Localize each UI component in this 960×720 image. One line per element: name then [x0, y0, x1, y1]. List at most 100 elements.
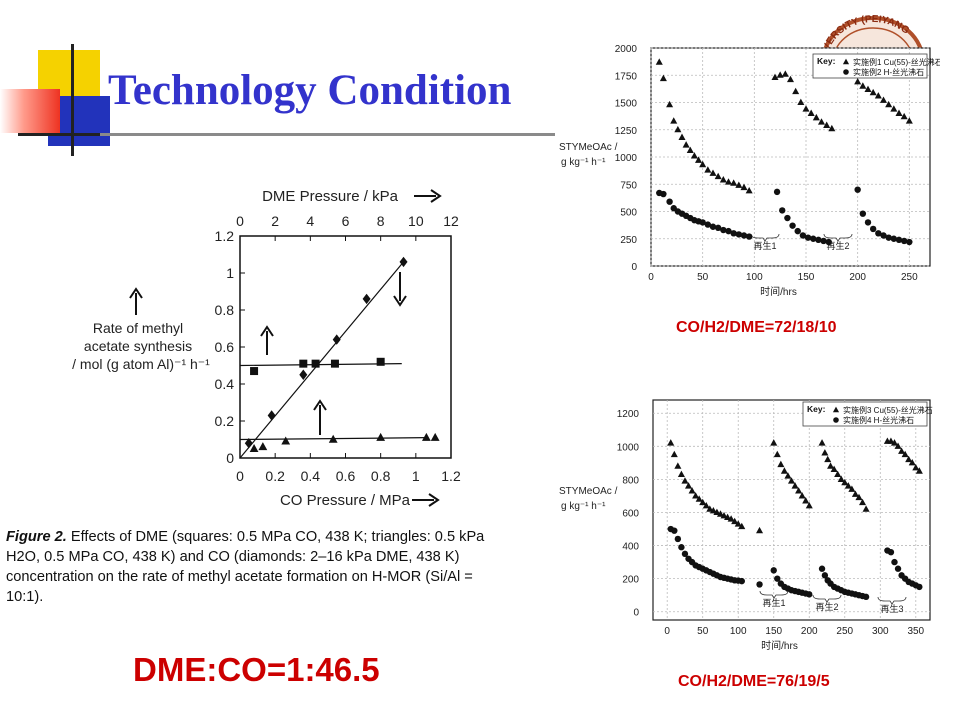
data-point	[678, 544, 685, 551]
y-tick-label: 0	[226, 450, 234, 466]
x-tick-label: 150	[765, 626, 782, 637]
title-underline	[100, 133, 555, 136]
deco-vertical-line	[71, 44, 74, 156]
figure-caption: Figure 2. Effects of DME (squares: 0.5 M…	[6, 527, 486, 607]
y-tick-label: 800	[622, 475, 639, 486]
data-point	[770, 439, 778, 446]
data-point	[690, 152, 698, 159]
legend-marker-circle	[833, 417, 839, 423]
data-point	[699, 219, 706, 226]
data-point	[716, 510, 724, 517]
x2-axis-label: DME Pressure / kPa	[262, 188, 399, 205]
data-point	[827, 462, 835, 469]
data-point	[807, 109, 815, 116]
legend-entry: 实施例4 H-丝光沸石	[843, 415, 914, 425]
data-point	[854, 77, 862, 85]
y-axis-label-line: acetate synthesis	[84, 338, 192, 354]
y-tick-label: 500	[620, 208, 637, 219]
data-point	[815, 236, 822, 244]
data-point	[735, 181, 743, 188]
data-point	[779, 207, 786, 214]
data-point	[859, 210, 867, 217]
data-point	[804, 234, 812, 241]
legend-entry: 实施例1 Cu(55)-丝光沸石	[853, 57, 940, 67]
fit-line	[239, 261, 404, 459]
y-tick-label: 2000	[615, 44, 638, 55]
y-tick-label: 0	[631, 262, 637, 273]
data-point	[731, 517, 739, 525]
data-point	[798, 492, 806, 499]
x2-tick-label: 2	[271, 213, 279, 229]
x-tick-label: 1.2	[441, 468, 461, 484]
data-point	[805, 502, 813, 509]
x-tick-label: 100	[730, 626, 747, 637]
data-point	[794, 227, 801, 235]
data-point	[817, 118, 826, 125]
data-point	[249, 443, 259, 452]
data-point	[281, 436, 291, 445]
data-point	[702, 502, 710, 509]
series-triangle	[249, 432, 440, 452]
y-tick-label: 0	[633, 608, 639, 619]
page-title: Technology Condition	[108, 67, 512, 114]
x2-tick-label: 0	[236, 213, 244, 229]
data-point	[900, 112, 908, 120]
data-point	[895, 109, 903, 116]
data-point	[720, 511, 728, 519]
data-point	[799, 232, 807, 239]
y-tick-label: 1750	[615, 71, 638, 82]
data-point	[821, 572, 829, 579]
data-point	[660, 190, 667, 198]
data-point	[818, 565, 826, 572]
data-point	[773, 188, 781, 196]
data-point	[837, 475, 845, 482]
x-tick-label: 0.4	[301, 468, 321, 484]
x-tick-label: 250	[836, 626, 853, 637]
x-tick-label: 200	[801, 626, 818, 637]
data-point	[730, 179, 738, 186]
series-arrow-diamonds	[393, 272, 407, 307]
regeneration-label: 再生3	[880, 603, 903, 614]
arrow-head	[430, 189, 442, 203]
data-point	[299, 359, 308, 368]
regeneration-label: 再生1	[753, 240, 776, 251]
y-axis-label-line: g kg⁻¹ h⁻¹	[561, 157, 606, 168]
data-point	[885, 234, 892, 241]
data-point	[791, 482, 799, 489]
data-point	[825, 238, 832, 246]
y-axis-label: STYMeOAc / g kg⁻¹ h⁻¹	[559, 142, 618, 168]
university-logo: VERSITY (PEIYANG	[821, 14, 925, 64]
y-axis-label: STYMeOAc / g kg⁻¹ h⁻¹	[559, 486, 618, 512]
x-tick-label: 150	[798, 272, 815, 283]
data-point	[771, 73, 779, 80]
regeneration-brace	[823, 233, 853, 242]
data-point	[820, 237, 827, 245]
data-point	[894, 442, 902, 449]
data-point	[704, 221, 712, 228]
arrow-head	[313, 399, 327, 411]
chart-sty-vs-time-bottom: 0 200 400 600 800 1000 1200 0 50 100 150 200 250 300 3…	[559, 399, 933, 650]
data-point	[786, 75, 795, 83]
y-tick-label: 600	[622, 508, 639, 519]
data-point	[802, 105, 810, 112]
data-point	[901, 450, 909, 458]
data-point	[699, 160, 707, 168]
legend-marker-circle	[843, 69, 849, 75]
data-point	[859, 498, 867, 506]
y-tick-label: 1	[226, 265, 234, 281]
x-tick-label: 0	[236, 468, 244, 484]
data-point	[720, 226, 727, 234]
data-point	[795, 487, 803, 494]
data-point	[875, 230, 882, 237]
data-point	[674, 535, 682, 543]
data-point	[855, 493, 863, 501]
data-point	[905, 117, 913, 124]
data-point	[376, 432, 386, 441]
y-tick-label: 0.4	[215, 376, 235, 392]
data-point	[859, 82, 867, 89]
data-point	[864, 219, 872, 226]
data-point	[916, 583, 923, 591]
data-point	[848, 485, 856, 492]
